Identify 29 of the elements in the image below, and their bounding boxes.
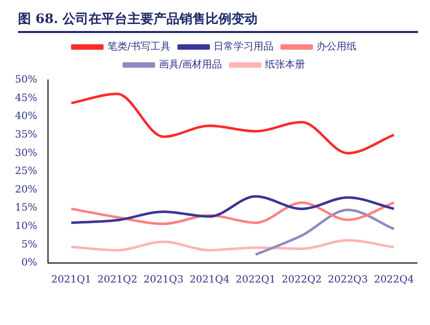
y-tick-label: 45% xyxy=(14,92,38,104)
legend-label: 办公用纸 xyxy=(316,40,357,53)
x-tick-label: 2021Q1 xyxy=(51,274,92,286)
y-tick-label: 15% xyxy=(14,202,38,214)
x-tick-label: 2022Q4 xyxy=(374,274,414,286)
x-tick-label: 2022Q1 xyxy=(236,274,276,286)
y-tick-label: 35% xyxy=(14,129,38,140)
legend-label: 画具/画材用品 xyxy=(158,58,222,71)
y-tick-label: 0% xyxy=(21,258,38,269)
x-tick-label: 2021Q3 xyxy=(143,274,184,286)
y-tick-label: 5% xyxy=(21,239,38,250)
line-series xyxy=(70,239,396,252)
line-series xyxy=(70,92,396,154)
y-tick-label: 30% xyxy=(14,148,38,159)
y-tick-label: 40% xyxy=(14,111,38,122)
line-series xyxy=(254,208,396,256)
y-tick-label: 10% xyxy=(14,220,38,232)
y-tick-label: 25% xyxy=(14,166,38,178)
y-tick-label: 50% xyxy=(14,74,38,86)
x-tick-label: 2021Q2 xyxy=(97,274,138,286)
y-tick-label: 20% xyxy=(14,184,38,196)
line-series xyxy=(70,195,396,224)
x-tick-label: 2021Q4 xyxy=(190,274,230,286)
x-tick-label: 2022Q2 xyxy=(282,274,322,286)
x-tick-label: 2022Q3 xyxy=(328,274,368,286)
legend-label: 纸张本册 xyxy=(265,58,306,71)
legend-label: 笔类/书写工具 xyxy=(107,40,171,53)
chart-title: 图 68. 公司在平台主要产品销售比例变动 xyxy=(18,10,418,33)
legend-label: 日常学习用品 xyxy=(214,40,274,53)
